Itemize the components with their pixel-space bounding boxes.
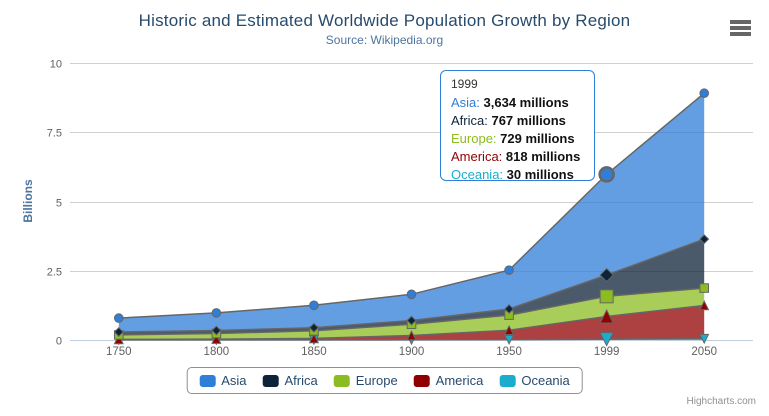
marker-asia-1800[interactable] [211,308,222,318]
marker-asia-1750[interactable] [113,313,124,323]
chart-subtitle: Source: Wikipedia.org [325,33,444,47]
hamburger-icon [730,19,751,24]
tooltip-row-oceania: Oceania: 30 millions [451,166,584,184]
area-america[interactable] [118,305,705,340]
legend-swatch-europe [333,374,350,387]
tooltip-row-asia: Asia: 3,634 millions [451,94,584,112]
legend-label: America [435,373,484,388]
marker-africa-1900[interactable] [406,315,417,326]
tooltip-row-africa: Africa: 767 millions [451,112,584,130]
tooltip-series-name: Oceania: [451,167,507,183]
legend-item-africa[interactable]: Africa [262,373,318,388]
y-axis-label: 0 [56,336,62,348]
marker-europe-2050[interactable] [699,283,710,293]
legend-swatch-america [413,374,430,387]
legend-swatch-oceania [499,374,516,387]
marker-america-1900[interactable] [406,330,417,341]
marker-oceania-1999[interactable] [599,332,614,347]
legend-swatch-asia [199,374,216,387]
x-axis-label: 1900 [399,346,425,358]
tooltip-series-name: America: [451,149,506,165]
legend-label: Oceania [521,373,570,388]
legend-label: Europe [355,373,398,388]
marker-asia-1900[interactable] [406,289,417,300]
tooltip-series-value: 30 millions [506,167,574,183]
marker-asia-1950[interactable] [504,265,514,275]
x-axis-label: 1800 [204,346,230,358]
tooltip-row-europe: Europe: 729 millions [451,130,584,148]
marker-america-1950[interactable] [503,324,515,336]
marker-africa-1999[interactable] [599,267,614,283]
tooltip-series-name: Asia: [451,95,484,110]
tooltip-series-value: 818 millions [505,149,581,165]
marker-europe-1999[interactable] [599,289,614,304]
legend-label: Africa [284,373,318,388]
y-axis-title: Billions [21,179,35,223]
chart-title: Historic and Estimated Worldwide Populat… [138,11,631,30]
marker-oceania-2050[interactable] [699,333,710,345]
y-axis-label: 5 [56,198,62,210]
legend-item-europe[interactable]: Europe [333,373,398,388]
x-axis-label: 1950 [496,346,522,358]
tooltip-series-value: 3,634 millions [483,95,569,110]
legend: Asia Africa Europe America Oceania [186,367,583,394]
tooltip-series-value: 767 millions [491,113,566,129]
tooltip-series-name: Africa: [451,113,492,129]
legend-item-asia[interactable]: Asia [199,373,247,388]
area-asia[interactable] [118,93,705,332]
marker-africa-2050[interactable] [699,234,710,245]
legend-label: Asia [221,373,247,388]
credits-link[interactable]: Highcharts.com [686,396,756,407]
tooltip: 1999 Asia: 3,634 millions Africa: 767 mil… [440,70,595,184]
marker-africa-1850[interactable] [308,322,319,333]
y-axis-label: 10 [50,59,62,71]
tooltip-row-america: America: 818 millions [451,148,584,166]
y-axis-label: 2.5 [47,267,62,279]
tooltip-header: 1999 [451,77,478,91]
x-axis-label: 1850 [301,346,327,358]
marker-asia-1999[interactable] [598,166,615,183]
marker-africa-1800[interactable] [211,325,222,336]
tooltip-series-name: Europe: [451,131,501,147]
y-axis-label: 7.5 [47,128,62,140]
legend-swatch-africa [262,374,279,387]
x-axis-label: 1999 [594,346,620,358]
marker-america-1800[interactable] [211,333,222,344]
context-menu-button[interactable] [730,17,752,38]
marker-oceania-1950[interactable] [503,334,515,346]
marker-asia-1850[interactable] [309,300,319,311]
legend-item-america[interactable]: America [413,373,484,388]
legend-item-oceania[interactable]: Oceania [499,373,570,388]
x-axis-label: 2050 [691,346,717,358]
marker-asia-2050[interactable] [699,88,710,99]
tooltip-series-value: 729 millions [500,131,575,147]
marker-america-1999[interactable] [599,308,614,324]
tooltip-rows: Asia: 3,634 millions Africa: 767 millions… [451,94,584,184]
marker-america-2050[interactable] [699,300,710,311]
area-africa[interactable] [118,239,705,335]
marker-america-1850[interactable] [308,333,320,344]
marker-africa-1750[interactable] [113,326,124,338]
marker-africa-1950[interactable] [504,303,515,314]
x-axis-label: 1750 [106,346,132,358]
